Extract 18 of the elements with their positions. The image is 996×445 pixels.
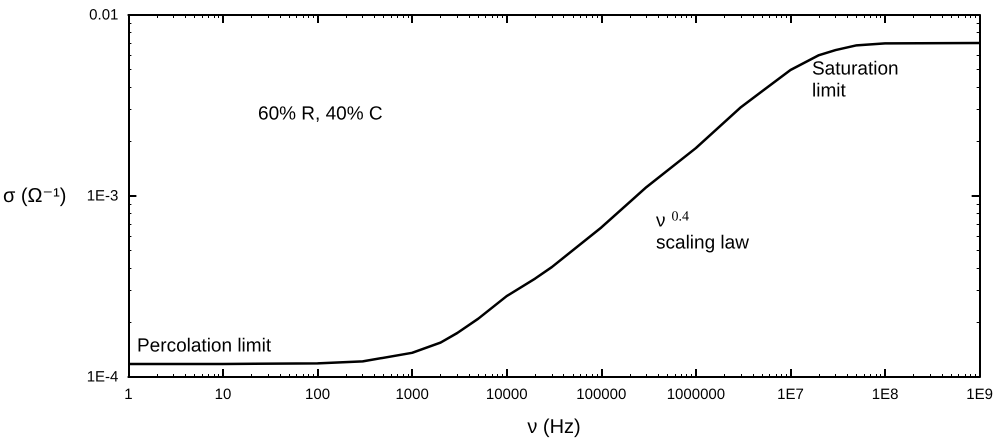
x-tick-label: 10000 [486,386,528,403]
x-tick-label: 100000 [576,386,626,403]
y-tick-label: 1E-3 [86,188,118,204]
x-tick-label: 1E8 [872,386,898,403]
annotation: Saturation limit [812,58,899,102]
y-axis-title: σ (Ω⁻¹) [3,185,66,207]
x-tick-label: 1E7 [777,386,804,403]
x-tick-label: 1E9 [966,386,994,403]
annotation: 60% R, 40% C [258,104,383,124]
x-tick-label: 10 [214,386,232,403]
x-tick-label: 1 [124,386,133,403]
x-tick-label: 1000000 [666,386,726,403]
y-tick-label: 0.01 [89,6,118,24]
x-tick-label: 100 [305,386,330,403]
x-tick-label: 1000 [395,386,429,403]
y-tick-label: 1E-4 [86,368,118,386]
annotation: Percolation limit [137,336,272,356]
x-axis-title: ν (Hz) [527,416,581,438]
